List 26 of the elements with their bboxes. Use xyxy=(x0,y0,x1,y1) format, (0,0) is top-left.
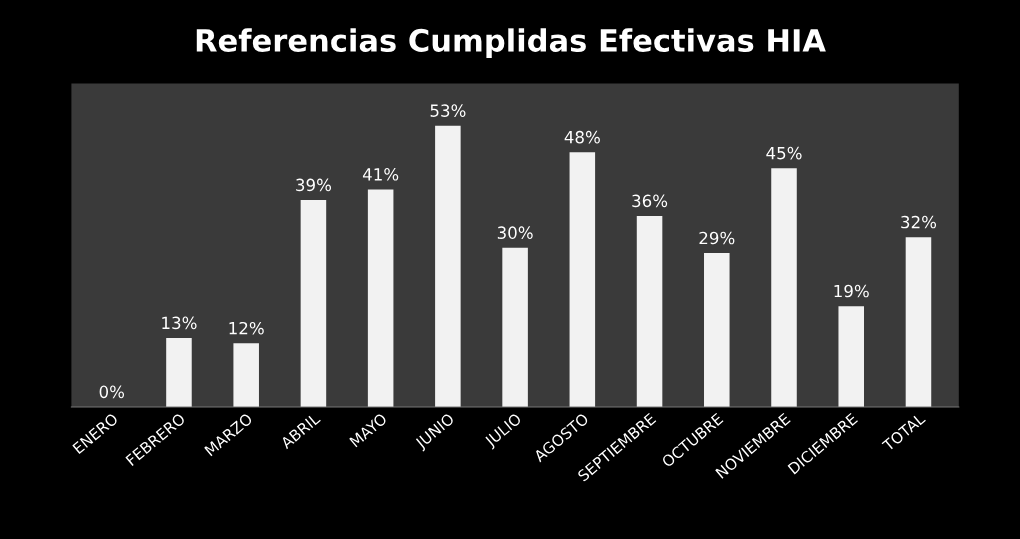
bar xyxy=(435,125,461,407)
data-label: 36% xyxy=(632,194,668,208)
data-label: 29% xyxy=(699,231,735,245)
data-label: 12% xyxy=(229,321,264,335)
bar xyxy=(367,189,394,407)
data-label: 30% xyxy=(497,226,533,239)
bar xyxy=(569,152,596,407)
data-label: 53% xyxy=(430,104,466,117)
bar xyxy=(166,337,192,407)
data-label: 32% xyxy=(901,215,937,229)
chart-title: Referencias Cumplidas Efectivas HIA xyxy=(196,28,826,58)
bar xyxy=(838,306,865,407)
bar xyxy=(704,253,730,407)
data-label: 45% xyxy=(766,146,802,160)
bar xyxy=(300,200,327,407)
data-label: 13% xyxy=(162,316,197,330)
bar xyxy=(233,343,259,407)
bar xyxy=(771,168,797,407)
data-label: 0% xyxy=(99,385,125,399)
data-label: 41% xyxy=(362,168,399,181)
data-label: 39% xyxy=(296,178,332,192)
bar xyxy=(905,237,932,407)
bar xyxy=(636,215,663,407)
data-label: 48% xyxy=(564,130,600,144)
data-label: 19% xyxy=(834,284,869,298)
bar xyxy=(502,247,528,407)
